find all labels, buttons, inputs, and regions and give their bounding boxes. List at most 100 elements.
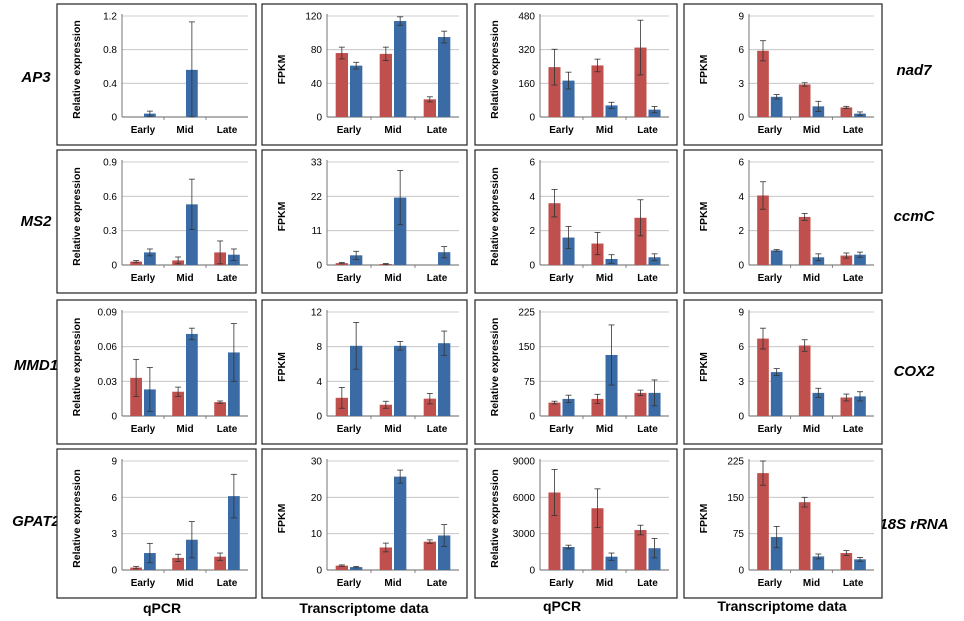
x-tick-label: Early [758,125,783,136]
chart-frame [683,149,883,294]
bar-red-mid [798,345,811,416]
gene-label-nad7: nad7 [896,62,932,79]
bar-blue-early [562,237,575,265]
x-tick-label: Early [131,578,156,589]
y-tick-label: 0 [111,113,117,124]
y-tick-label: 4 [529,192,535,203]
y-tick-label: 0.06 [98,342,118,353]
bar-blue-mid [394,197,407,265]
x-tick-label: Mid [176,125,193,136]
bar-blue-mid [186,204,198,265]
chart-panel-14: 0 3000 6000 9000 Relative expression Early Mid… [474,448,678,599]
y-tick-label: 3 [111,529,117,540]
y-axis-label: FPKM [698,503,710,533]
chart-frame [56,149,257,294]
x-tick-label: Late [637,125,658,136]
bar-blue-late [854,396,866,416]
bar-blue-late [438,252,451,265]
x-tick-label: Late [427,424,448,435]
chart-panel-2: 0 160 320 480 Relative expression Early Mid Lat… [474,3,678,146]
x-tick-label: Early [549,578,574,589]
y-tick-label: 3000 [513,529,536,540]
y-tick-label: 0.3 [103,226,117,237]
bar-blue-mid [394,345,407,416]
bar-blue-mid [186,333,198,416]
y-tick-label: 6 [111,493,117,504]
y-tick-label: 150 [727,493,744,504]
y-tick-label: 0.6 [103,192,117,203]
bar-red-mid [591,65,604,117]
bar-blue-mid [394,476,407,570]
y-axis-label: Relative expression [71,469,83,568]
x-tick-label: Early [758,578,783,589]
y-tick-label: 0 [111,412,117,423]
x-tick-label: Early [549,273,574,284]
y-tick-label: 160 [518,79,535,90]
x-tick-label: Late [637,273,658,284]
y-tick-label: 1.2 [103,12,117,23]
y-tick-label: 120 [305,12,322,23]
y-axis-label: FPKM [276,54,288,84]
bar-blue-late [228,496,240,570]
x-tick-label: Early [337,125,362,136]
footer-label-qpcr-b: qPCR [543,598,581,614]
x-tick-label: Mid [803,578,820,589]
bar-red-early [757,473,769,570]
chart-panel-4: 0 0.3 0.6 0.9 Relative expression Early Mid Lat… [56,149,257,294]
bar-red-late [423,99,436,117]
x-tick-label: Mid [176,424,193,435]
y-tick-label: 0.03 [98,377,118,388]
y-tick-label: 0 [738,113,744,124]
gene-label-ccmc: ccmC [894,208,936,225]
y-axis-label: FPKM [698,352,710,382]
y-tick-label: 0 [316,261,322,272]
y-axis-label: FPKM [276,201,288,231]
y-tick-label: 0.8 [103,45,117,56]
bar-blue-mid [394,21,407,117]
y-axis-label: FPKM [698,54,710,84]
x-tick-label: Early [131,424,156,435]
bar-blue-early [350,567,363,570]
y-tick-label: 9000 [513,457,536,468]
chart-frame [261,448,468,599]
chart-panel-3: 0 3 6 9 FPKM Early Mid Late [683,3,883,146]
bar-red-mid [591,508,604,570]
chart-frame [474,448,678,599]
y-tick-label: 0 [111,566,117,577]
y-tick-label: 150 [518,342,535,353]
y-tick-label: 0 [738,412,744,423]
chart-frame [474,3,678,146]
y-axis-label: Relative expression [489,167,501,266]
y-axis-label: FPKM [276,352,288,382]
chart-grid: 0 0.4 0.8 1.2 Relative expression Early Mid Lat… [56,3,883,599]
bar-blue-early [770,372,783,416]
chart-frame [474,149,678,294]
chart-frame [56,3,257,146]
y-tick-label: 75 [733,529,745,540]
y-tick-label: 0 [529,261,535,272]
y-axis-label: Relative expression [71,318,83,417]
bar-red-mid [172,557,184,570]
bar-red-early [335,53,348,117]
footer-label-transcriptome-a: Transcriptome data [299,600,428,616]
chart-frame [683,299,883,445]
chart-frame [683,448,883,599]
x-tick-label: Early [337,273,362,284]
bar-blue-mid [812,392,825,416]
chart-panel-11: 0 3 6 9 FPKM Early Mid Late [683,299,883,445]
x-tick-label: Mid [384,424,401,435]
chart-frame [261,299,468,445]
y-tick-label: 480 [518,12,535,23]
bar-blue-late [854,254,866,265]
y-tick-label: 225 [727,457,744,468]
y-axis-label: Relative expression [71,20,83,119]
y-tick-label: 0 [316,113,322,124]
x-tick-label: Mid [176,273,193,284]
bar-red-mid [798,84,811,117]
y-tick-label: 6 [738,158,744,169]
y-tick-label: 40 [311,79,323,90]
x-tick-label: Late [427,273,448,284]
bar-red-early [130,261,142,265]
bar-red-late [840,553,853,570]
